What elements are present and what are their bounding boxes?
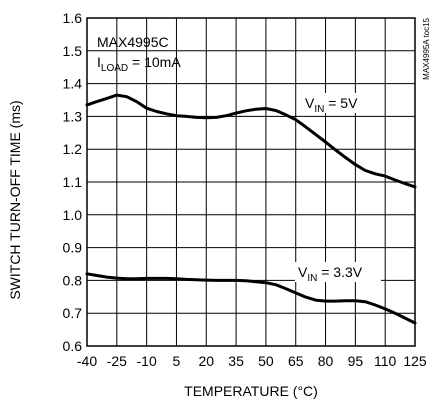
series-line-2: [85, 272, 417, 325]
series-label-value: = 3.3V: [317, 264, 362, 280]
load-current-label: ILOAD = 10mA: [97, 54, 181, 74]
y-tick-label: 1.3: [63, 108, 83, 124]
x-tick-labels: -40 -25 -10 5 20 35 50 65 80 95 110 125: [77, 353, 427, 369]
series-label-1: VIN = 5V: [305, 95, 358, 115]
series-label-background: [295, 262, 381, 282]
x-tick-label: 110: [374, 353, 397, 369]
series-lines: [85, 93, 417, 325]
y-axis-title: SWITCH TURN-OFF TIME (ms): [7, 100, 23, 299]
x-tick-label: -10: [137, 353, 157, 369]
x-tick-label: 5: [173, 353, 181, 369]
load-current-prefix: I: [97, 54, 101, 70]
y-tick-label: 0.6: [63, 338, 83, 354]
x-tick-label: 35: [228, 353, 244, 369]
y-tick-label: 1.0: [63, 207, 83, 223]
series-label-2: VIN = 3.3V: [298, 264, 363, 284]
series-label-subscript: IN: [314, 104, 324, 115]
y-tick-label: 0.7: [63, 305, 83, 321]
series-label-value: = 5V: [324, 95, 358, 111]
x-tick-label: 50: [258, 353, 274, 369]
x-axis-title: TEMPERATURE (°C): [184, 383, 318, 399]
x-tick-label: -40: [77, 353, 97, 369]
series-label-background: [302, 93, 378, 113]
y-tick-label: 1.4: [63, 76, 83, 92]
load-current-subscript: LOAD: [101, 63, 128, 74]
y-tick-label: 1.6: [63, 10, 83, 26]
y-tick-label: 0.8: [63, 272, 83, 288]
x-tick-label: 65: [288, 353, 304, 369]
chart-annotation: MAX4995C ILOAD = 10mA: [97, 34, 181, 74]
x-tick-label: 20: [198, 353, 214, 369]
series-label-subscript: IN: [307, 273, 317, 284]
x-tick-label: 80: [318, 353, 334, 369]
load-current-value: = 10mA: [128, 54, 181, 70]
series-line-1: [85, 93, 417, 189]
y-tick-label: 1.2: [63, 141, 83, 157]
figure-code: MAX4995A toc15: [422, 17, 431, 79]
x-tick-label: 125: [403, 353, 427, 369]
x-tick-label: -25: [107, 353, 127, 369]
plot-frame: [86, 17, 416, 347]
y-tick-label: 1.5: [63, 43, 83, 59]
y-tick-labels: 0.6 0.7 0.8 0.9 1.0 1.1 1.2 1.3 1.4 1.5 1.6: [63, 10, 83, 354]
x-tick-label: 95: [348, 353, 364, 369]
y-tick-label: 0.9: [63, 240, 83, 256]
series-label-prefix: V: [298, 264, 308, 280]
series-label-prefix: V: [305, 95, 315, 111]
part-number-label: MAX4995C: [97, 34, 169, 50]
y-tick-label: 1.1: [63, 174, 83, 190]
